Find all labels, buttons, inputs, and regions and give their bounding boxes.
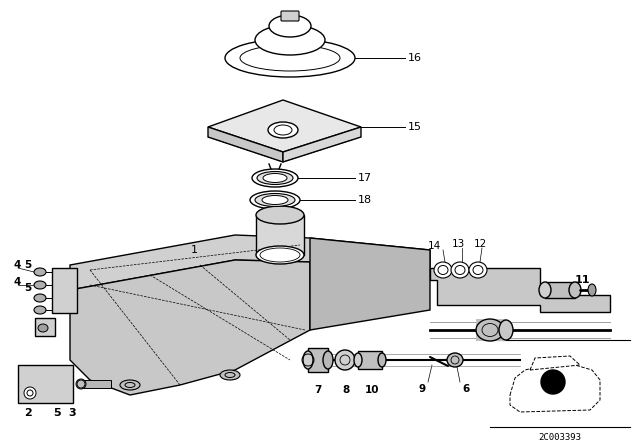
Polygon shape [208, 127, 283, 162]
Polygon shape [310, 238, 430, 330]
Text: 13: 13 [452, 239, 465, 249]
Ellipse shape [268, 122, 298, 138]
Ellipse shape [34, 294, 46, 302]
Text: 8: 8 [342, 385, 349, 395]
Text: 12: 12 [474, 239, 487, 249]
Polygon shape [256, 215, 304, 255]
Polygon shape [283, 127, 361, 162]
Ellipse shape [269, 15, 311, 37]
Ellipse shape [255, 25, 325, 55]
Circle shape [24, 387, 36, 399]
Text: 5: 5 [24, 260, 31, 270]
Ellipse shape [569, 282, 581, 298]
Ellipse shape [539, 282, 551, 298]
Bar [476, 319, 506, 341]
Ellipse shape [252, 169, 298, 187]
Ellipse shape [476, 319, 504, 341]
Ellipse shape [34, 281, 46, 289]
Text: 14: 14 [428, 241, 441, 251]
Text: 4: 4 [14, 277, 21, 287]
Ellipse shape [499, 320, 513, 340]
FancyBboxPatch shape [281, 11, 299, 21]
Text: 2: 2 [24, 408, 32, 418]
Ellipse shape [38, 324, 48, 332]
Ellipse shape [434, 262, 452, 278]
Bar [308, 348, 328, 372]
Bar [35, 318, 55, 336]
Text: 1: 1 [191, 245, 198, 255]
Text: 9: 9 [419, 384, 426, 394]
Ellipse shape [120, 380, 140, 390]
Ellipse shape [451, 262, 469, 278]
Ellipse shape [220, 370, 240, 380]
Ellipse shape [303, 351, 313, 369]
Ellipse shape [323, 351, 333, 369]
Ellipse shape [34, 306, 46, 314]
Ellipse shape [263, 173, 287, 182]
Ellipse shape [250, 191, 300, 209]
Ellipse shape [447, 353, 463, 367]
Circle shape [541, 370, 565, 394]
Bar [545, 282, 575, 298]
Ellipse shape [257, 172, 293, 185]
Text: 18: 18 [358, 195, 372, 205]
Ellipse shape [225, 39, 355, 77]
Text: 2C003393: 2C003393 [538, 433, 582, 442]
Polygon shape [70, 260, 310, 395]
Polygon shape [530, 356, 580, 370]
Text: 10: 10 [365, 385, 380, 395]
Text: 5: 5 [53, 408, 61, 418]
Ellipse shape [262, 195, 288, 204]
Bar [81, 380, 111, 388]
Text: 16: 16 [408, 53, 422, 63]
Text: 15: 15 [408, 122, 422, 132]
Ellipse shape [255, 194, 295, 207]
Ellipse shape [256, 246, 304, 264]
Polygon shape [70, 235, 430, 290]
Text: 5: 5 [24, 283, 31, 293]
Polygon shape [208, 100, 361, 152]
Text: 6: 6 [462, 384, 469, 394]
Ellipse shape [354, 353, 362, 367]
Text: 11: 11 [575, 275, 591, 285]
Ellipse shape [588, 284, 596, 296]
Ellipse shape [469, 262, 487, 278]
Text: 3: 3 [68, 408, 76, 418]
Text: 7: 7 [314, 385, 322, 395]
Ellipse shape [256, 206, 304, 224]
Ellipse shape [34, 268, 46, 276]
Text: 17: 17 [358, 173, 372, 183]
Bar [18, 365, 73, 403]
Ellipse shape [378, 353, 386, 367]
Text: 4: 4 [14, 260, 21, 270]
Ellipse shape [76, 379, 86, 389]
Bar [52, 268, 77, 313]
Polygon shape [430, 268, 610, 312]
Circle shape [335, 350, 355, 370]
Bar [358, 351, 382, 369]
Polygon shape [510, 365, 600, 412]
